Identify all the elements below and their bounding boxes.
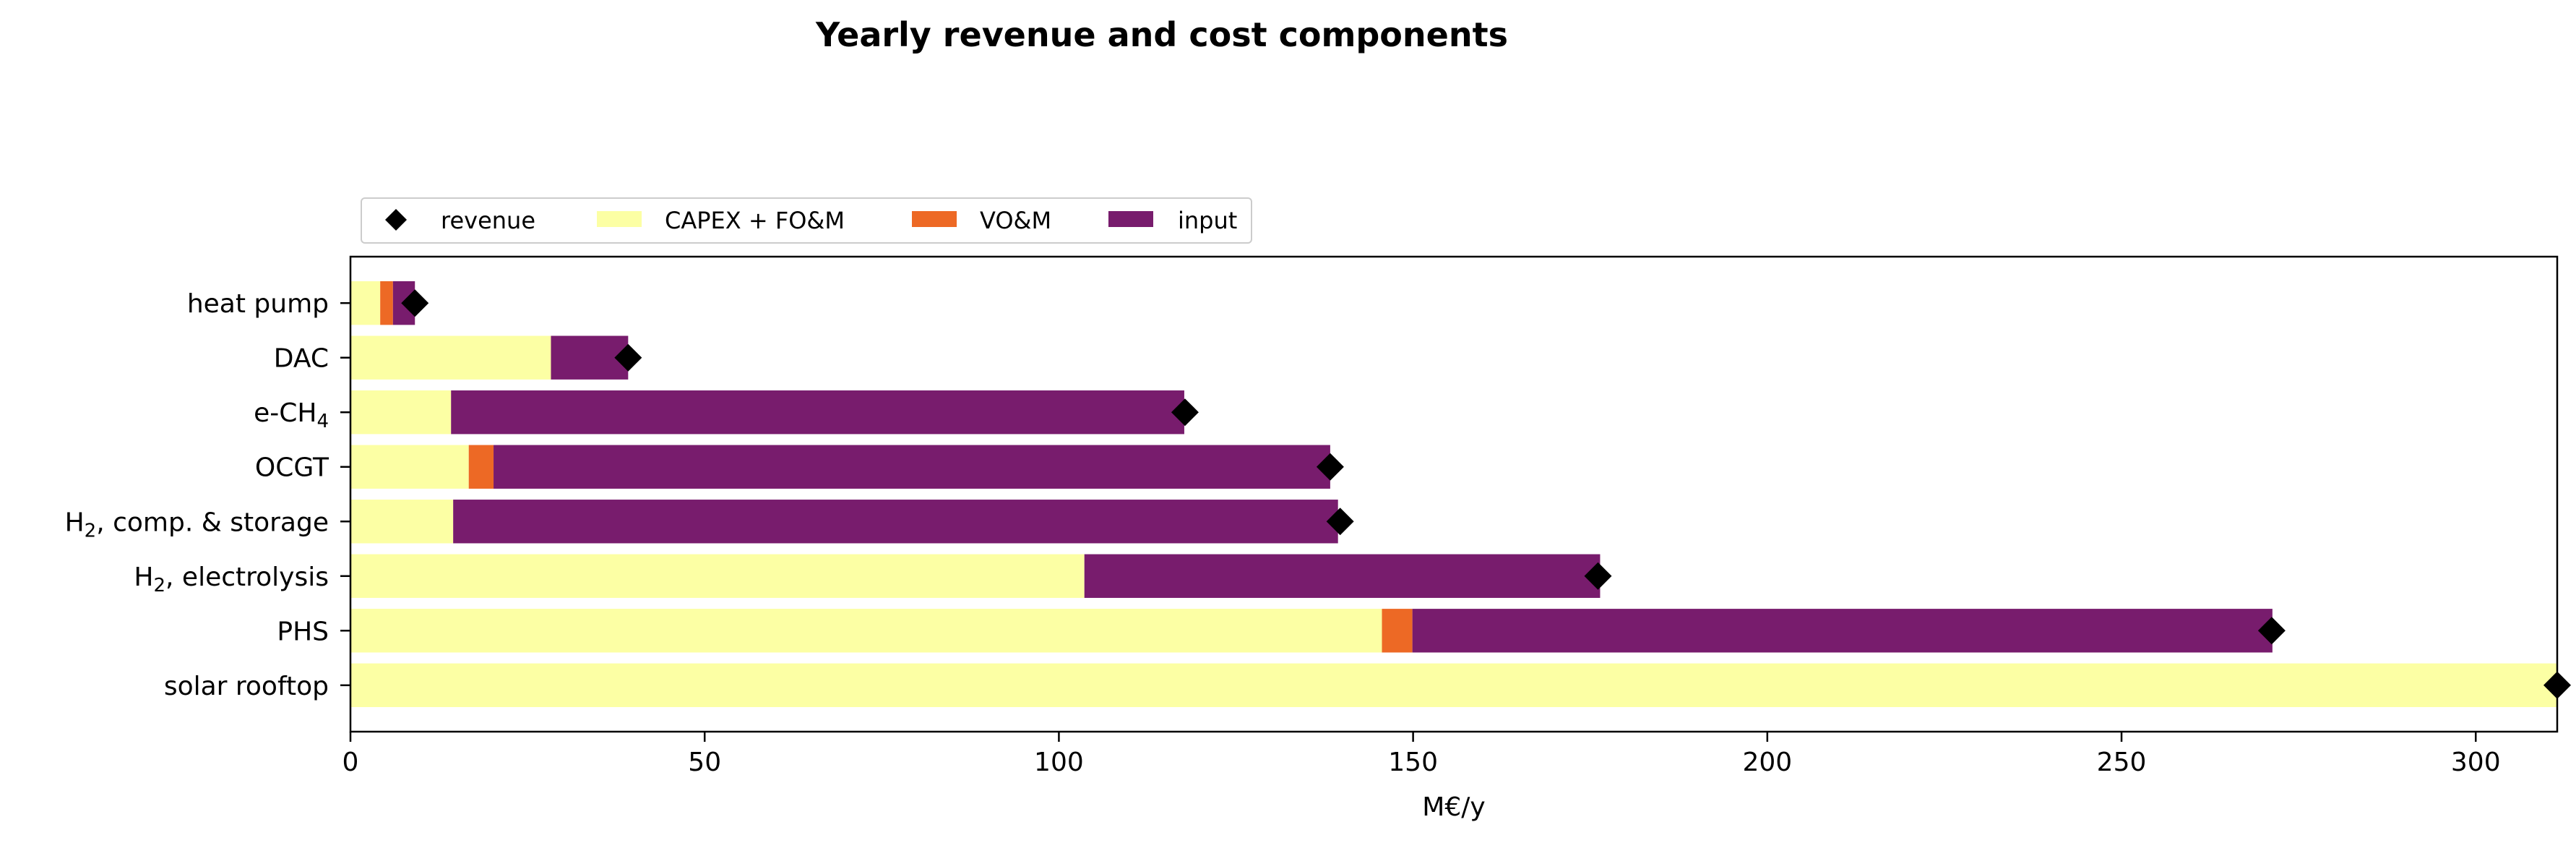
legend-item-revenue: revenue [385,207,535,234]
x-tick-label-6: 300 [2451,748,2501,777]
y-tick-label-2: e-CH4 [254,398,329,432]
bar-segment-s0-c2 [350,390,452,435]
legend-revenue-label: revenue [441,207,535,234]
bar-segment-s0-c5 [350,554,1085,598]
bar-segment-s2-c5 [1084,554,1601,598]
bar-segment-s1-c0 [380,281,393,325]
legend-capex-label: CAPEX + FO&M [665,207,845,234]
bar-segment-s2-c3 [494,445,1330,489]
bar-segment-s0-c7 [350,663,2557,708]
revenue-marker-3 [1316,453,1344,481]
bar-segment-s0-c1 [350,335,551,380]
revenue-marker-6 [2257,617,2286,645]
revenue-marker-2 [1171,398,1199,427]
revenue-marker-0 [401,289,429,317]
legend-capex-swatch [597,211,642,227]
legend-input-swatch [1108,211,1153,227]
legend: revenue CAPEX + FO&M VO&M input [361,197,1252,244]
x-tick-label-3: 150 [1388,748,1438,777]
bar-segment-s2-c2 [451,390,1184,435]
plot-frame [349,255,2559,733]
bar-segment-s0-c3 [350,445,469,489]
x-tick-label-5: 250 [2097,748,2147,777]
legend-item-vom: VO&M [912,207,1051,234]
y-tick-label-5: H2, electrolysis [134,562,329,596]
revenue-markers-layer [401,289,2571,699]
x-tick-label-0: 0 [343,748,359,777]
y-tick-label-7: solar rooftop [164,672,329,701]
revenue-marker-5 [1584,562,1612,590]
bar-segment-s1-c6 [1382,609,1413,653]
x-tick-label-1: 50 [688,748,721,777]
bar-segment-s0-c4 [350,500,454,544]
legend-frame [361,197,1252,244]
bar-segment-s0-c0 [350,281,381,325]
y-tick-label-3: OCGT [255,453,329,483]
bar-segment-s1-c3 [468,445,494,489]
x-tick-label-2: 100 [1034,748,1084,777]
bar-segment-s0-c6 [350,609,1382,653]
legend-revenue-marker [385,209,407,231]
legend-vom-label: VO&M [980,207,1051,234]
bar-segment-s2-c6 [1412,609,2273,653]
x-axis-ticks: 0 50 100 150 200 250 300 [343,732,2501,777]
x-axis-label: M€/y [1422,792,1485,822]
revenue-marker-4 [1326,508,1354,536]
y-tick-label-4: H2, comp. & storage [65,508,329,542]
bar-segment-s2-c4 [453,500,1338,544]
legend-item-input: input [1108,207,1237,234]
y-tick-label-0: heat pump [187,289,329,319]
revenue-marker-1 [614,343,642,372]
chart-title: Yearly revenue and cost components [815,15,1508,54]
y-tick-label-1: DAC [274,344,329,374]
x-tick-label-4: 200 [1742,748,1792,777]
bars-layer [350,281,2557,708]
legend-item-capex: CAPEX + FO&M [597,207,845,234]
legend-vom-swatch [912,211,957,227]
y-tick-label-6: PHS [277,617,329,646]
legend-input-label: input [1178,207,1237,234]
category-labels: heat pump DAC e-CH4 OCGT H2, comp. & storage… [65,289,350,701]
